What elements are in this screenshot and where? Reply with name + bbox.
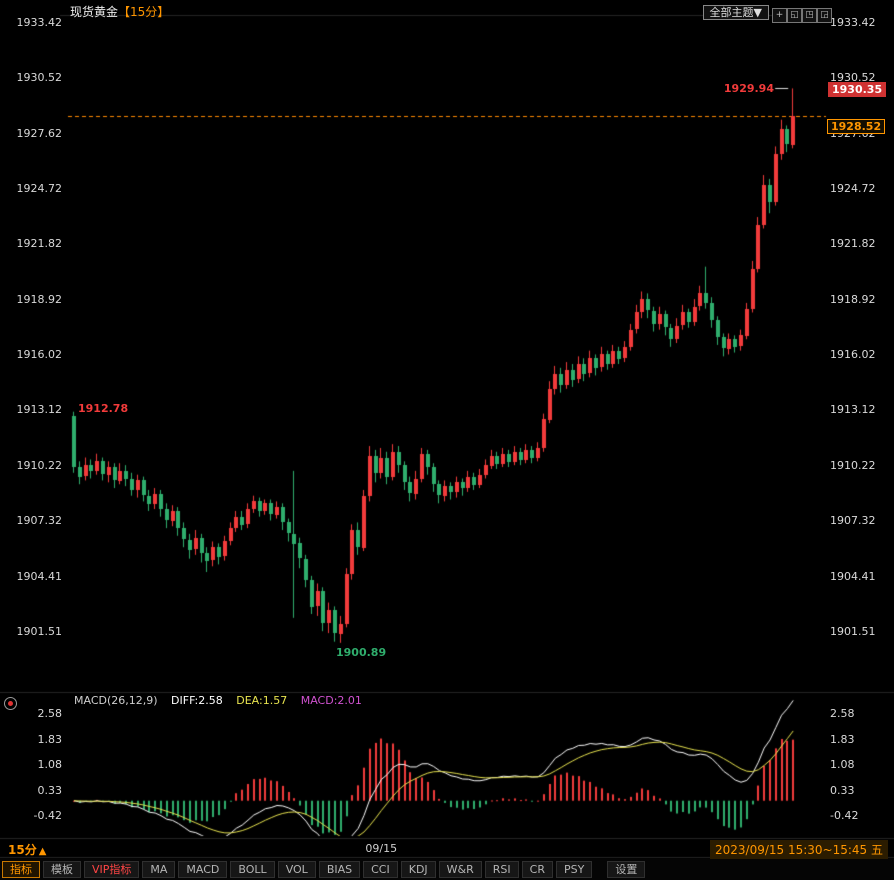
toolbar-button-vol[interactable]: VOL [277, 861, 316, 878]
macd-axis-label: -0.42 [33, 809, 62, 822]
y-axis-label: 1933.42 [16, 16, 63, 29]
bottom-toolbar: 指标 模板 VIP指标 MA MACD BOLL VOL BIAS CCI KDJ W&R RSI CR… [0, 859, 894, 880]
y-axis-label: 1924.72 [830, 182, 876, 196]
toolbar-button-bias[interactable]: BIAS [318, 861, 361, 878]
y-axis-label: 1930.52 [830, 71, 876, 85]
toolbar-button-templates[interactable]: 模板 [43, 861, 81, 878]
toolbar-button-indicators[interactable]: 指标 [2, 861, 40, 878]
last-price-tag: 1928.52 [827, 118, 886, 134]
macd-axis-label: -0.42 [830, 809, 859, 822]
y-axis-label: 1910.22 [830, 458, 876, 472]
macd-axis-label: 1.08 [37, 758, 63, 771]
macd-axis-label: 0.33 [830, 783, 855, 797]
y-axis-label: 1901.51 [830, 625, 876, 638]
y-axis-label: 1921.82 [830, 237, 876, 251]
toolbar-button-kdj[interactable]: KDJ [400, 861, 436, 878]
y-axis-label: 1924.72 [16, 182, 63, 196]
toolbar-button-cci[interactable]: CCI [363, 861, 398, 878]
period-selector[interactable]: 15分 ▲ [8, 841, 46, 858]
macd-indicator-header: MACD(26,12,9) DIFF:2.58 DEA:1.57 MACD:2.… [74, 694, 372, 707]
open-price-label: 1912.78 [78, 401, 129, 415]
x-axis-date-label: 09/15 [365, 842, 398, 855]
pane-bottomleft-icon[interactable]: ◱ [787, 8, 802, 23]
toolbar-button-vip-indicators[interactable]: VIP指标 [84, 861, 140, 878]
macd-axis-label: 2.58 [37, 707, 63, 720]
caret-up-icon: ▲ [38, 846, 47, 857]
macd-hist-value: MACD:2.01 [300, 694, 362, 707]
current-price-tag: 1930.35 [828, 81, 887, 97]
timeframe-label: 【15分】 [118, 5, 170, 19]
y-axis-label: 1901.51 [16, 625, 63, 638]
selected-bar-datetime: 2023/09/15 15:30~15:45 五 [709, 840, 888, 859]
theme-selector-button[interactable]: 全部主题▼ [702, 5, 769, 20]
macd-axis-label: 1.08 [830, 758, 855, 771]
chart-title: 现货黄金【15分】 [70, 3, 169, 20]
toolbar-button-wr[interactable]: W&R [438, 861, 482, 878]
y-axis-label: 1913.12 [830, 403, 876, 417]
low-price-label: 1900.89 [336, 645, 387, 659]
macd-axis-label: 0.33 [37, 783, 63, 797]
macd-dea-value: DEA:1.57 [236, 694, 288, 707]
y-axis-label: 1907.32 [16, 514, 63, 528]
toolbar-button-settings[interactable]: 设置 [607, 861, 646, 878]
window-tool-icons: + ◱ ◳ ◲ [772, 2, 832, 23]
y-axis-label: 1916.02 [830, 348, 876, 362]
toolbar-button-macd[interactable]: MACD [178, 861, 228, 878]
y-axis-label: 1913.12 [16, 403, 63, 417]
y-axis-label: 1904.41 [16, 569, 63, 583]
macd-axis-label: 2.58 [830, 707, 855, 720]
toolbar-button-boll[interactable]: BOLL [230, 861, 275, 878]
red-dot-icon [8, 701, 13, 706]
y-axis-label: 1904.41 [830, 569, 876, 583]
toolbar-button-ma[interactable]: MA [142, 861, 176, 878]
instrument-name: 现货黄金 [70, 5, 119, 19]
y-axis-label: 1907.32 [830, 514, 876, 528]
indicator-cycle-icon[interactable] [4, 697, 17, 710]
toolbar-button-rsi[interactable]: RSI [484, 861, 519, 878]
crosshair-icon[interactable]: + [772, 8, 787, 23]
y-axis-label: 1921.82 [16, 237, 63, 251]
toolbar-button-psy[interactable]: PSY [555, 861, 593, 878]
toolbar-button-cr[interactable]: CR [521, 861, 553, 878]
top-bar: 现货黄金【15分】 全部主题▼ + ◱ ◳ ◲ [0, 0, 894, 23]
pane-topright-icon[interactable]: ◳ [802, 8, 817, 23]
y-axis-label: 1918.92 [16, 292, 63, 306]
macd-params-label: MACD(26,12,9) [74, 694, 158, 707]
y-axis-label: 1933.42 [830, 16, 876, 29]
period-label: 15分 [8, 843, 37, 857]
y-axis-label: 1927.62 [16, 126, 63, 140]
y-axis-label: 1916.02 [16, 348, 63, 362]
macd-diff-value: DIFF:2.58 [171, 694, 223, 707]
y-axis-label: 1918.92 [830, 292, 876, 306]
y-axis-label: 1930.52 [16, 71, 63, 85]
topbar-controls: 全部主题▼ + ◱ ◳ ◲ [702, 2, 832, 23]
macd-axis-label: 1.83 [830, 732, 855, 746]
y-axis-label: 1910.22 [16, 458, 63, 472]
high-price-label: 1929.94 [723, 82, 774, 96]
pane-bottomright-icon[interactable]: ◲ [817, 8, 832, 23]
left-price-axis: 1933.42 1930.52 1927.62 1924.72 1921.82 1918.… [14, 0, 63, 880]
macd-axis-label: 1.83 [37, 732, 63, 746]
